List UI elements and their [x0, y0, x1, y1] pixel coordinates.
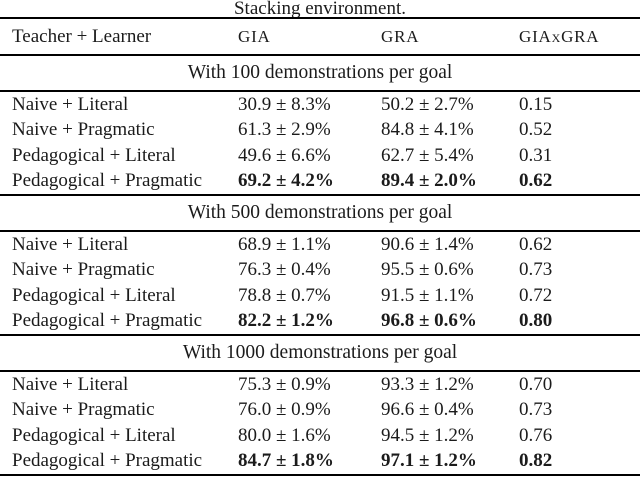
section-header-label: With 100 demonstrations per goal — [0, 54, 640, 92]
row-label: Naive + Pragmatic — [12, 399, 155, 421]
gia-value: 80.0 ± 1.6% — [238, 424, 331, 446]
section-header-label: With 1000 demonstrations per goal — [0, 334, 640, 372]
table-row: Naive + Pragmatic 61.3 ± 2.9% 84.8 ± 4.1… — [0, 118, 640, 144]
row-label: Naive + Pragmatic — [12, 259, 155, 281]
section-header-100: With 100 demonstrations per goal — [0, 54, 640, 92]
giaxgra-value: 0.31 — [519, 144, 553, 166]
gia-value: 30.9 ± 8.3% — [238, 93, 331, 115]
table-row-best: Pedagogical + Pragmatic 69.2 ± 4.2% 89.4… — [0, 169, 640, 196]
row-label: Naive + Literal — [12, 233, 129, 255]
giaxgra-value: 0.76 — [519, 424, 553, 446]
column-header-gia: GIA — [238, 17, 381, 56]
table-row-best: Pedagogical + Pragmatic 84.7 ± 1.8% 97.1… — [0, 448, 640, 476]
row-label: Pedagogical + Literal — [12, 144, 176, 166]
gra-value: 90.6 ± 1.4% — [381, 233, 474, 255]
gra-value: 96.6 ± 0.4% — [381, 399, 474, 421]
table-row: Pedagogical + Literal 78.8 ± 0.7% 91.5 ±… — [0, 283, 640, 309]
gia-value: 76.3 ± 0.4% — [238, 259, 331, 281]
row-label: Pedagogical + Literal — [12, 424, 176, 446]
table-row: Naive + Literal 30.9 ± 8.3% 50.2 ± 2.7% … — [0, 91, 640, 118]
gra-value: 97.1 ± 1.2% — [381, 448, 519, 476]
table-row: Naive + Pragmatic 76.0 ± 0.9% 96.6 ± 0.4… — [0, 398, 640, 424]
gia-value: 75.3 ± 0.9% — [238, 373, 331, 395]
giaxgra-value: 0.82 — [519, 448, 640, 476]
table-row: Pedagogical + Literal 49.6 ± 6.6% 62.7 ±… — [0, 143, 640, 169]
gra-value: 89.4 ± 2.0% — [381, 170, 477, 192]
row-label: Naive + Literal — [12, 373, 129, 395]
gra-value: 93.3 ± 1.2% — [381, 373, 474, 395]
gra-value: 84.8 ± 4.1% — [381, 119, 474, 141]
giaxgra-value: 0.72 — [519, 284, 553, 306]
gra-value: 96.8 ± 0.6% — [381, 310, 477, 332]
section-header-1000: With 1000 demonstrations per goal — [0, 334, 640, 372]
giaxgra-value: 0.62 — [519, 233, 553, 255]
section-header-500: With 500 demonstrations per goal — [0, 194, 640, 232]
gra-value: 94.5 ± 1.2% — [381, 424, 474, 446]
column-header-gra: GRA — [381, 17, 519, 56]
row-label: Pedagogical + Literal — [12, 284, 176, 306]
table-row-best: Pedagogical + Pragmatic 82.2 ± 1.2% 96.8… — [0, 309, 640, 336]
giaxgra-value: 0.73 — [519, 399, 553, 421]
results-table: Teacher + Learner GIA GRA GIAxGRA With 1… — [0, 17, 640, 476]
table-caption: Stacking environment. — [233, 0, 407, 17]
giaxgra-value: 0.62 — [519, 170, 553, 192]
giaxgra-value: 0.80 — [519, 310, 553, 332]
row-label: Naive + Pragmatic — [12, 119, 155, 141]
gra-value: 62.7 ± 5.4% — [381, 144, 474, 166]
gia-value: 68.9 ± 1.1% — [238, 233, 331, 255]
giaxgra-value: 0.15 — [519, 93, 553, 115]
row-label: Pedagogical + Pragmatic — [0, 448, 238, 476]
gia-value: 49.6 ± 6.6% — [238, 144, 331, 166]
gia-value: 69.2 ± 4.2% — [238, 170, 334, 192]
gia-value: 84.7 ± 1.8% — [238, 448, 381, 476]
gia-value: 78.8 ± 0.7% — [238, 284, 331, 306]
gra-value: 50.2 ± 2.7% — [381, 93, 474, 115]
row-label: Naive + Literal — [12, 93, 129, 115]
table-row: Naive + Literal 75.3 ± 0.9% 93.3 ± 1.2% … — [0, 371, 640, 398]
table-row: Naive + Literal 68.9 ± 1.1% 90.6 ± 1.4% … — [0, 231, 640, 258]
column-header-giaxgra: GIAxGRA — [519, 17, 640, 56]
column-header-row: Teacher + Learner GIA GRA GIAxGRA — [0, 17, 640, 56]
table-row: Naive + Pragmatic 76.3 ± 0.4% 95.5 ± 0.6… — [0, 258, 640, 284]
giaxgra-value: 0.52 — [519, 119, 553, 141]
gra-value: 91.5 ± 1.1% — [381, 284, 474, 306]
gia-value: 82.2 ± 1.2% — [238, 310, 334, 332]
row-label: Pedagogical + Pragmatic — [12, 310, 203, 332]
gra-value: 95.5 ± 0.6% — [381, 259, 474, 281]
column-header-teacher-learner: Teacher + Learner — [0, 17, 238, 56]
section-header-label: With 500 demonstrations per goal — [0, 194, 640, 232]
row-label: Pedagogical + Pragmatic — [12, 170, 203, 192]
gia-value: 61.3 ± 2.9% — [238, 119, 331, 141]
giaxgra-value: 0.70 — [519, 373, 553, 395]
giaxgra-value: 0.73 — [519, 259, 553, 281]
table-row: Pedagogical + Literal 80.0 ± 1.6% 94.5 ±… — [0, 423, 640, 449]
gia-value: 76.0 ± 0.9% — [238, 399, 331, 421]
